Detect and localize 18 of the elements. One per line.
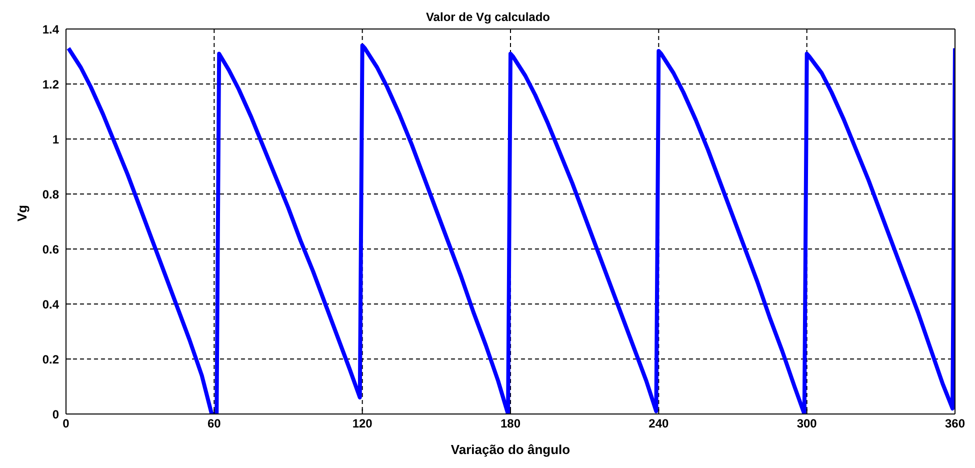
y-axis-title: Vg [14,204,30,222]
x-tick-label: 300 [796,416,818,431]
x-tick-label: 60 [207,416,222,431]
y-tick-label: 0.2 [42,352,60,366]
y-tick-label: 0.6 [42,242,60,256]
y-tick-label: 1 [52,132,60,146]
x-tick-label: 360 [944,416,966,431]
y-tick-label: 1.4 [42,22,60,36]
x-tick-label: 180 [500,416,521,431]
x-tick-label: 0 [62,416,70,431]
chart-title: Valor de Vg calculado [424,10,552,24]
x-tick-label: 240 [648,416,669,431]
x-axis-title: Variação do ângulo [450,442,570,457]
y-tick-label: 1.2 [42,77,60,92]
x-tick-label: 120 [352,416,373,431]
y-tick-label: 0 [52,407,60,422]
y-tick-label: 0.8 [42,187,60,202]
y-tick-label: 0.4 [42,297,60,312]
